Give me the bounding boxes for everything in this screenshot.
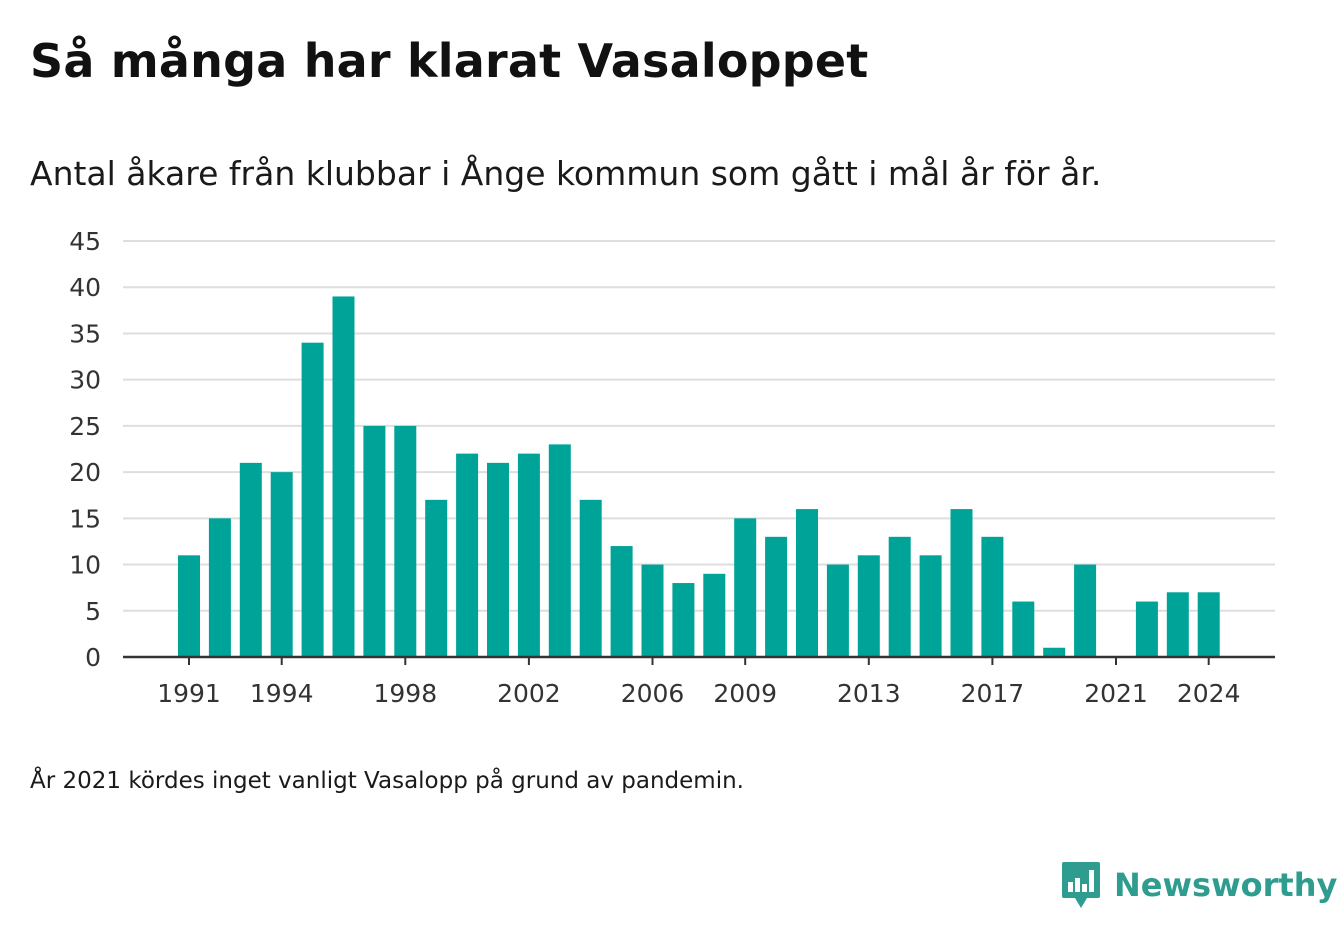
bar-2001: [487, 462, 509, 657]
bar-1994: [270, 472, 293, 657]
bar-2005: [610, 546, 633, 657]
y-tick-label: 5: [85, 597, 101, 626]
brand-name: Newsworthy: [1114, 866, 1338, 904]
bar-2007: [672, 583, 695, 657]
y-tick-label: 15: [69, 504, 101, 533]
y-axis-labels: 0 5 10 15 20 25 30 35 40 45: [69, 227, 101, 672]
bar-2009: [734, 518, 757, 657]
bar-2022: [1135, 601, 1158, 657]
bar-2004: [579, 499, 602, 657]
bar-2016: [950, 509, 973, 657]
x-tick-label: 2024: [1177, 679, 1241, 708]
bars: [178, 296, 1220, 657]
bar-2012: [826, 564, 849, 657]
bar-1995: [301, 342, 324, 657]
bar-chart: 0 5 10 15 20 25 30 35 40 45 1991 1994 1998 2002 2006 2…: [69, 227, 1275, 708]
x-tick-label: 2009: [713, 679, 777, 708]
bar-1999: [425, 499, 448, 657]
bar-2000: [456, 453, 479, 657]
x-tick-label: 2006: [621, 679, 685, 708]
bar-2020: [1074, 564, 1097, 657]
bar-2011: [796, 509, 818, 657]
bar-1998: [394, 425, 417, 657]
y-tick-label: 25: [69, 412, 101, 441]
x-tick-label: 2002: [497, 679, 561, 708]
x-tick-label: 1998: [373, 679, 437, 708]
y-tick-label: 0: [85, 643, 101, 672]
bar-2019: [1043, 647, 1066, 657]
y-tick-label: 30: [69, 366, 101, 395]
newsworthy-logo-icon: [1062, 862, 1100, 908]
bar-1991: [178, 555, 200, 657]
bar-2017: [981, 536, 1004, 657]
bar-2018: [1012, 601, 1035, 657]
bar-2002: [517, 453, 540, 657]
bar-2024: [1197, 592, 1220, 657]
bar-2010: [765, 536, 788, 657]
bar-2014: [888, 536, 911, 657]
x-tick-label: 2021: [1084, 679, 1148, 708]
footnote: År 2021 kördes inget vanligt Vasalopp på…: [30, 768, 744, 794]
y-tick-label: 40: [69, 273, 101, 302]
x-axis-labels: 1991 1994 1998 2002 2006 2009 2013 2017 2021 2024: [157, 679, 1240, 708]
bar-2015: [919, 555, 942, 657]
bar-2023: [1166, 592, 1189, 657]
x-tick-label: 2017: [961, 679, 1025, 708]
bar-2006: [641, 564, 664, 657]
y-tick-label: 45: [69, 227, 101, 256]
y-tick-label: 20: [69, 458, 101, 487]
bar-2013: [857, 555, 880, 657]
x-tick-label: 1994: [250, 679, 314, 708]
x-axis-ticks: [188, 657, 1210, 665]
chart-subtitle: Antal åkare från klubbar i Ånge kommun s…: [30, 154, 1102, 193]
x-tick-label: 1991: [157, 679, 221, 708]
bar-2003: [548, 444, 571, 657]
bar-1997: [363, 425, 386, 657]
bar-1996: [332, 296, 355, 657]
chart-title: Så många har klarat Vasaloppet: [30, 34, 869, 88]
x-tick-label: 2013: [837, 679, 901, 708]
brand-logo: Newsworthy: [1060, 860, 1337, 910]
y-tick-label: 35: [69, 319, 101, 348]
y-tick-label: 10: [69, 551, 101, 580]
grid-lines: [123, 240, 1275, 612]
bar-1993: [239, 462, 262, 657]
bar-2008: [703, 573, 726, 657]
bar-1992: [208, 518, 231, 657]
